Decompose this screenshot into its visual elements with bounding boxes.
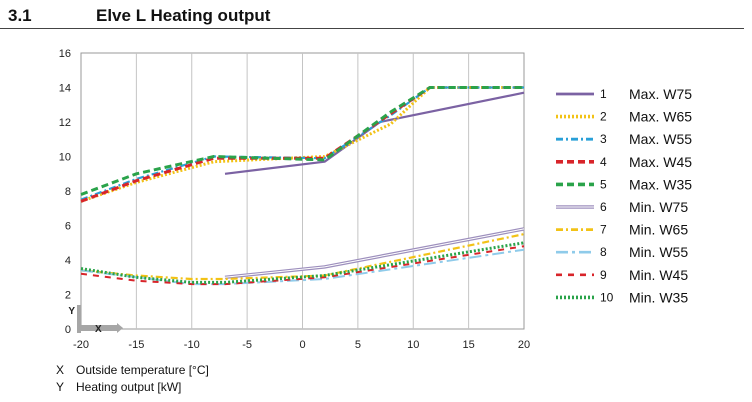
section-header: 3.1 Elve L Heating output	[0, 0, 752, 30]
legend-label: Max. W45	[629, 154, 692, 170]
x-axis-marker-label: X	[95, 324, 102, 335]
legend-item-6: 6 Min. W75	[556, 199, 688, 215]
legend-number: 9	[600, 268, 607, 282]
legend-item-5: 5 Max. W35	[556, 176, 692, 192]
y-tick-label: 12	[59, 117, 71, 129]
axis-layer: -20 -15 -10 -5 0 5 10 15 20 0 2 4 6 8 10 12 14 16	[59, 48, 530, 351]
legend-number: 5	[600, 177, 607, 191]
x-tick-label: 0	[299, 339, 305, 351]
legend-item-7: 7 Min. W65	[556, 222, 688, 238]
y-tick-label: 4	[65, 255, 71, 267]
series-8-line	[80, 248, 525, 286]
series-6-line-inner	[224, 228, 525, 278]
legend-number: 2	[600, 110, 607, 124]
legend-label: Max. W35	[629, 176, 692, 192]
header-rule	[0, 28, 744, 29]
axis-key-y-text: Heating output [kW]	[76, 380, 182, 394]
legend-label: Min. W35	[629, 289, 688, 305]
legend-label: Max. W65	[629, 109, 692, 125]
axis-key-y: Y Heating output [kW]	[56, 380, 181, 394]
section-number: 3.1	[8, 6, 32, 25]
axis-key-y-letter: Y	[56, 380, 65, 394]
series-10-line	[80, 241, 525, 284]
axis-key-x: X Outside temperature [°C]	[56, 363, 209, 377]
x-tick-label: 10	[407, 339, 419, 351]
x-tick-label: 15	[463, 339, 475, 351]
grid-layer	[80, 52, 525, 330]
legend-number: 3	[600, 132, 607, 146]
legend-number: 1	[600, 87, 607, 101]
legend-label: Max. W55	[629, 131, 692, 147]
x-tick-label: -5	[242, 339, 252, 351]
legend-item-10: 10 Min. W35	[556, 289, 688, 305]
section-title: Elve L Heating output	[96, 6, 271, 25]
x-tick-label: 5	[355, 339, 361, 351]
y-tick-label: 10	[59, 152, 71, 164]
legend-label: Min. W75	[629, 199, 688, 215]
y-tick-label: 14	[59, 83, 71, 95]
x-axis-marker-arrow	[117, 323, 123, 333]
legend: 1 Max. W75 2 Max. W65 3 Max. W55 4 Max. W45 5 Max…	[556, 86, 692, 305]
x-axis-marker-bar	[77, 325, 117, 331]
legend-label: Max. W75	[629, 86, 692, 102]
x-tick-label: 20	[518, 339, 530, 351]
x-tick-label: -20	[73, 339, 89, 351]
legend-number: 7	[600, 223, 607, 237]
axis-key-x-text: Outside temperature [°C]	[76, 363, 209, 377]
axis-markers: YX	[68, 305, 123, 335]
legend-item-1: 1 Max. W75	[556, 86, 692, 102]
series-5-line	[80, 86, 524, 196]
y-tick-label: 8	[65, 186, 71, 198]
x-tick-label: -15	[128, 339, 144, 351]
x-tick-label: -10	[184, 339, 200, 351]
axis-key-x-letter: X	[56, 363, 65, 377]
y-tick-label: 2	[65, 290, 71, 302]
legend-number: 10	[600, 290, 614, 304]
y-tick-label: 0	[65, 324, 71, 336]
legend-label: Min. W55	[629, 244, 688, 260]
legend-label: Min. W45	[629, 267, 688, 283]
y-axis-marker-label: Y	[68, 306, 75, 317]
y-tick-label: 16	[59, 48, 71, 60]
legend-item-9: 9 Min. W45	[556, 267, 688, 283]
legend-number: 4	[600, 155, 607, 169]
legend-number: 8	[600, 245, 607, 259]
legend-item-8: 8 Min. W55	[556, 244, 688, 260]
legend-item-2: 2 Max. W65	[556, 109, 692, 125]
legend-item-3: 3 Max. W55	[556, 131, 692, 147]
series-9-line	[80, 245, 525, 286]
series-layer	[80, 86, 525, 286]
series-7-line	[80, 233, 525, 281]
y-axis-marker-bar	[77, 305, 81, 333]
legend-item-4: 4 Max. W45	[556, 154, 692, 170]
legend-number: 6	[600, 200, 607, 214]
y-tick-label: 6	[65, 221, 71, 233]
legend-label: Min. W65	[629, 222, 688, 238]
